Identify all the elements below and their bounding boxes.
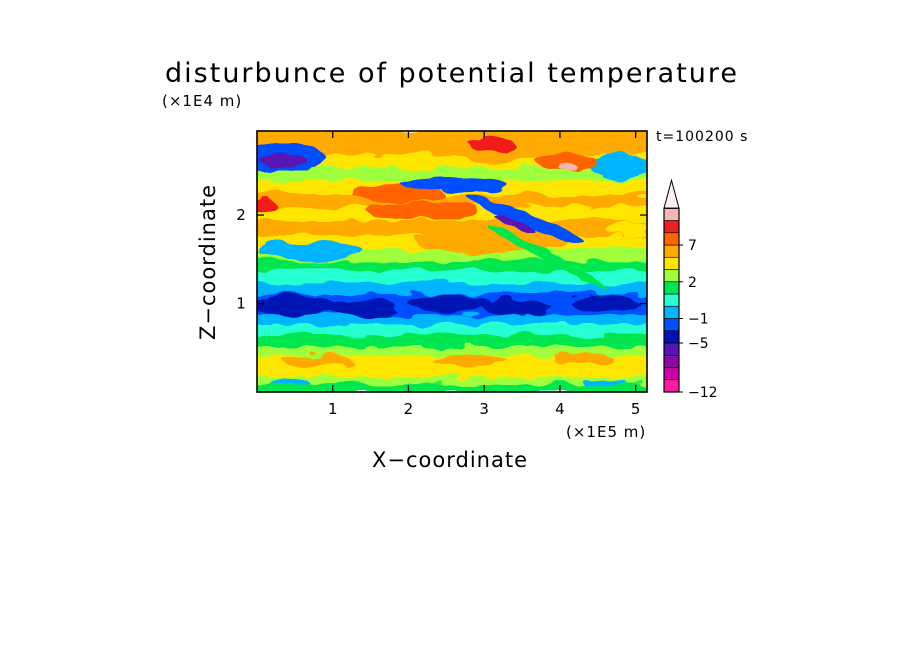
blob-4 xyxy=(571,295,640,312)
contour-field xyxy=(257,131,647,392)
feature-4 xyxy=(366,201,481,220)
colorbar-segment-7 xyxy=(663,293,680,307)
colorbar-segment-10 xyxy=(663,256,680,270)
colorbar-segment-0 xyxy=(663,379,680,393)
feature-13 xyxy=(605,221,647,236)
blob-2 xyxy=(408,294,492,313)
y-tick-label-1: 2 xyxy=(236,206,246,224)
plot-frame xyxy=(256,130,648,393)
chart-title: disturbunce of potential temperature xyxy=(165,58,739,89)
x-tick-label-0: 1 xyxy=(328,400,338,418)
band-7 xyxy=(257,313,647,324)
blob-9 xyxy=(582,379,629,387)
time-label: t=100200 s xyxy=(656,129,749,145)
feature-9 xyxy=(537,153,598,171)
tilted-feature-1 xyxy=(493,214,536,234)
band-5 xyxy=(257,332,647,347)
tilted-feature-2 xyxy=(484,222,605,288)
blob-0 xyxy=(257,295,337,317)
colorbar: −12−5−127 xyxy=(663,178,718,401)
colorbar-segment-8 xyxy=(663,281,680,295)
colorbar-segment-5 xyxy=(663,318,680,332)
blob-7 xyxy=(552,353,613,364)
colorbar-label-3: 2 xyxy=(688,275,697,291)
colorbar-segment-4 xyxy=(663,330,680,344)
colorbar-frame xyxy=(663,207,680,393)
blob-1 xyxy=(328,299,398,317)
feature-1 xyxy=(260,153,307,168)
band-9 xyxy=(257,280,647,294)
tilted-feature-0 xyxy=(466,194,586,245)
colorbar-segment-9 xyxy=(663,269,680,283)
colorbar-segment-2 xyxy=(663,354,680,368)
colorbar-segment-11 xyxy=(663,244,680,258)
colorbar-label-2: −1 xyxy=(688,312,709,328)
band-18 xyxy=(257,165,647,181)
feature-2 xyxy=(590,154,647,179)
band-6 xyxy=(257,321,647,335)
colorbar-segment-6 xyxy=(663,305,680,319)
x-axis-label: X−coordinate xyxy=(372,448,528,472)
feature-11 xyxy=(257,199,276,214)
colorbar-segment-13 xyxy=(663,220,680,234)
colorbar-label-4: 7 xyxy=(688,238,697,254)
feature-8 xyxy=(469,137,515,152)
colorbar-segment-3 xyxy=(663,342,680,356)
colorbar-extend-arrow xyxy=(663,178,680,209)
axes: 1 2 3 4 5 1 2 xyxy=(236,131,647,418)
feature-5 xyxy=(400,177,507,191)
colorbar-label-0: −12 xyxy=(688,385,718,401)
x-tick-label-4: 5 xyxy=(631,400,641,418)
blob-3 xyxy=(484,299,553,316)
band-0 xyxy=(257,382,647,392)
x-axis-unit: (×1E5 m) xyxy=(566,423,647,441)
band-10 xyxy=(257,268,647,283)
blob-6 xyxy=(431,354,507,366)
colorbar-segment-12 xyxy=(663,232,680,246)
feature-10 xyxy=(558,161,577,171)
x-tick-label-3: 4 xyxy=(555,400,565,418)
band-4 xyxy=(257,344,647,356)
band-1 xyxy=(257,375,647,385)
band-2 xyxy=(257,366,647,378)
x-tick-label-1: 2 xyxy=(404,400,414,418)
y-tick-label-0: 1 xyxy=(236,295,246,313)
blob-8 xyxy=(272,379,311,387)
z-axis-unit: (×1E4 m) xyxy=(162,92,243,110)
colorbar-label-1: −5 xyxy=(688,336,709,352)
feature-12 xyxy=(257,241,364,260)
blob-5 xyxy=(283,354,352,368)
colorbar-segment-14 xyxy=(663,207,680,221)
colorbar-segment-1 xyxy=(663,367,680,381)
x-tick-label-2: 3 xyxy=(479,400,489,418)
